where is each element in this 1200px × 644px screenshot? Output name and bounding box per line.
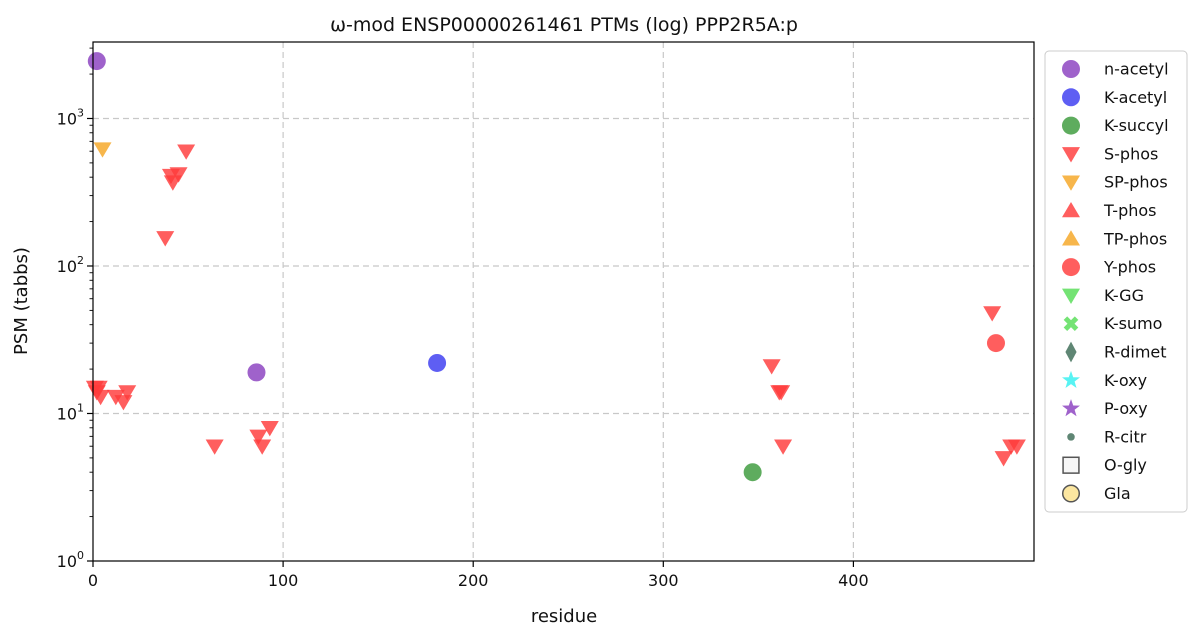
legend-label: S-phos	[1104, 144, 1158, 163]
data-point-s-phos	[774, 439, 793, 455]
plot-area-frame	[92, 41, 1035, 562]
legend-label: R-dimet	[1104, 343, 1167, 362]
data-point-s-phos	[89, 380, 108, 397]
legend-marker	[1062, 399, 1080, 417]
legend-label: P-oxy	[1104, 399, 1148, 418]
legend-marker	[1062, 116, 1080, 135]
x-tick-label: 100	[268, 571, 299, 590]
legend-marker	[1062, 201, 1080, 218]
legend-marker	[1062, 88, 1080, 107]
legend-item: K-acetyl	[1062, 88, 1167, 107]
data-point-s-phos	[169, 167, 188, 183]
y-tick-label: 103	[57, 106, 84, 128]
legend-marker	[1062, 175, 1080, 191]
data-point-k-acetyl	[428, 353, 447, 372]
legend-label: K-oxy	[1104, 371, 1147, 390]
data-points	[85, 52, 1026, 482]
legend-item: P-oxy	[1062, 399, 1148, 418]
legend-item: S-phos	[1062, 144, 1158, 163]
y-tick-label: 101	[57, 401, 84, 423]
legend-item: K-succyl	[1062, 116, 1169, 135]
legend-marker	[1062, 230, 1080, 246]
x-tick-label: 0	[88, 571, 98, 590]
legend-label: K-sumo	[1104, 314, 1162, 333]
data-point-k-succyl	[743, 463, 762, 482]
legend-marker	[1065, 341, 1077, 363]
data-point-s-phos	[177, 144, 196, 160]
legend-marker	[1062, 456, 1080, 474]
data-point-y-phos	[986, 334, 1005, 353]
legend-item: R-dimet	[1065, 341, 1167, 363]
x-axis-label: residue	[531, 606, 597, 627]
y-tick-label: 102	[57, 254, 84, 276]
legend-item: n-acetyl	[1062, 60, 1169, 79]
legend-marker	[1062, 288, 1080, 304]
legend-item: K-oxy	[1062, 371, 1147, 390]
legend-item: Gla	[1061, 484, 1131, 503]
grid-lines	[93, 42, 1034, 561]
data-point-s-phos	[91, 389, 110, 406]
data-point-s-phos	[772, 385, 791, 401]
data-point-n-acetyl	[87, 52, 106, 71]
legend-marker	[1062, 370, 1080, 388]
legend-label: R-citr	[1104, 427, 1147, 446]
legend-item: TP-phos	[1062, 229, 1167, 248]
x-tick-label: 400	[838, 571, 869, 590]
legend-label: Y-phos	[1103, 258, 1156, 277]
chart-title: ω-mod ENSP00000261461 PTMs (log) PPP2R5A…	[330, 14, 798, 36]
data-point-sp-phos	[93, 142, 112, 158]
legend-label: O-gly	[1104, 456, 1147, 475]
data-point-s-phos	[118, 385, 137, 401]
legend-item: Y-phos	[1062, 258, 1156, 277]
data-point-s-phos	[106, 389, 125, 406]
data-point-n-acetyl	[247, 363, 266, 382]
x-tick-label: 200	[458, 571, 489, 590]
legend-item: SP-phos	[1062, 173, 1168, 192]
legend-label: K-succyl	[1104, 116, 1169, 135]
legend-label: K-acetyl	[1104, 88, 1167, 107]
legend-label: Gla	[1104, 484, 1131, 503]
data-point-s-phos	[253, 439, 272, 455]
data-point-s-phos	[983, 306, 1002, 322]
data-point-s-phos	[260, 421, 279, 437]
legend-label: K-GG	[1104, 286, 1144, 305]
legend-marker	[1062, 147, 1080, 163]
data-point-s-phos	[156, 231, 175, 247]
y-axis-label: PSM (tabbs)	[11, 247, 32, 355]
legend-item: K-GG	[1062, 286, 1144, 305]
legend-item: K-sumo	[1063, 314, 1162, 333]
legend-item: O-gly	[1062, 456, 1147, 475]
data-point-s-phos	[1007, 439, 1026, 455]
legend-marker	[1067, 433, 1075, 441]
data-point-s-phos	[249, 429, 268, 445]
legend-marker	[1062, 258, 1080, 277]
data-point-s-phos	[994, 451, 1013, 467]
legend-frame	[1044, 50, 1188, 513]
legend-label: T-phos	[1103, 201, 1157, 220]
legend-label: n-acetyl	[1104, 60, 1169, 79]
x-tick-label: 300	[648, 571, 679, 590]
legend-label: TP-phos	[1103, 229, 1167, 248]
data-point-s-phos	[762, 359, 781, 375]
legend-marker	[1063, 316, 1079, 332]
y-tick-label: 100	[57, 549, 84, 571]
legend: n-acetyl K-acetyl K-succyl S-phos SP-phos T-p…	[1044, 50, 1188, 513]
legend-item: T-phos	[1062, 201, 1157, 220]
legend-marker	[1061, 484, 1081, 503]
data-point-s-phos	[205, 439, 224, 455]
legend-item: R-citr	[1067, 427, 1147, 446]
legend-marker	[1062, 60, 1080, 78]
legend-label: SP-phos	[1104, 173, 1168, 192]
